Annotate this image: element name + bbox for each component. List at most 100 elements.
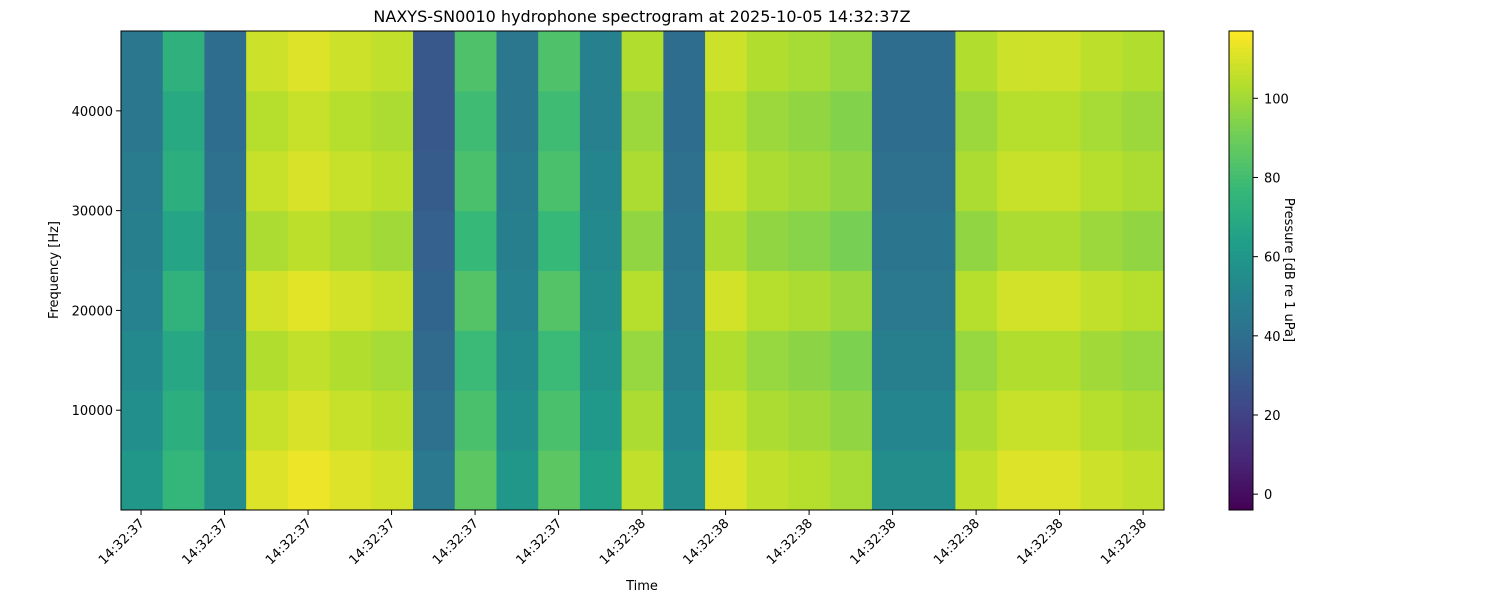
heatmap-cell [121, 31, 164, 92]
colorbar-frame [1228, 30, 1254, 511]
x-tick-label: 14:32:37 [179, 516, 231, 568]
heatmap-cell [287, 450, 331, 511]
heatmap-cell [1122, 150, 1165, 212]
colorbar-swatch [1229, 206, 1253, 212]
colorbar-swatch [1229, 58, 1253, 64]
heatmap-cell [997, 90, 1040, 152]
colorbar-swatch [1229, 74, 1253, 80]
heatmap-cell [371, 270, 414, 331]
colorbar-swatch [1229, 70, 1253, 76]
colorbar-swatch [1229, 218, 1253, 224]
colorbar-swatch [1229, 298, 1253, 303]
heatmap-cell [705, 31, 748, 92]
heatmap-cell [955, 450, 998, 511]
colorbar-swatch [1229, 202, 1253, 208]
heatmap-cell [1038, 210, 1082, 271]
colorbar-label: Pressure [dB re 1 uPa] [1281, 198, 1296, 342]
heatmap-cell [746, 450, 790, 511]
colorbar-swatch [1229, 506, 1253, 511]
colorbar-swatch [1229, 486, 1253, 491]
heatmap-cell [579, 270, 623, 331]
heatmap-cell [746, 330, 790, 391]
colorbar-swatch [1229, 262, 1253, 268]
colorbar-swatch [1229, 394, 1253, 399]
colorbar-swatch [1229, 274, 1253, 279]
x-tick-label: 14:32:37 [96, 516, 148, 568]
colorbar-swatch [1229, 174, 1253, 180]
colorbar-swatch [1229, 310, 1253, 315]
heatmap-cell [997, 210, 1040, 271]
heatmap-cell [663, 150, 706, 212]
heatmap-cell [830, 450, 873, 511]
colorbar-swatch [1229, 106, 1253, 112]
colorbar-swatch [1229, 158, 1253, 164]
colorbar-swatch [1229, 66, 1253, 72]
colorbar-swatch [1229, 302, 1253, 307]
heatmap-cell [871, 150, 915, 212]
colorbar-swatch [1229, 178, 1253, 184]
heatmap-cell [1122, 270, 1165, 331]
colorbar-swatch [1229, 150, 1253, 156]
heatmap-cell [246, 330, 289, 391]
heatmap-cell [1122, 31, 1165, 92]
colorbar-swatch [1229, 154, 1253, 160]
colorbar-swatch [1229, 374, 1253, 379]
heatmap-cell [830, 270, 873, 331]
colorbar-swatch [1229, 282, 1253, 287]
heatmap-cell [454, 31, 497, 92]
colorbar-tick-label: 100 [1264, 92, 1289, 107]
colorbar-swatch [1229, 286, 1253, 291]
heatmap-cell [496, 270, 539, 331]
heatmap-cell [746, 31, 790, 92]
colorbar-swatch [1229, 322, 1253, 327]
colorbar-swatch [1229, 182, 1253, 188]
colorbar-swatch [1229, 370, 1253, 375]
heatmap-cell [329, 270, 372, 331]
heatmap-cell [538, 270, 581, 331]
heatmap-cell [204, 90, 247, 152]
heatmap-cell [121, 210, 164, 271]
colorbar-swatch [1229, 38, 1253, 44]
heatmap-cell [287, 210, 331, 271]
colorbar-tick-label: 60 [1264, 251, 1281, 266]
heatmap-cell [830, 150, 873, 212]
colorbar-swatch [1229, 86, 1253, 92]
x-tick-label: 14:32:38 [764, 516, 816, 568]
colorbar-swatch [1229, 82, 1253, 88]
heatmap-cell [329, 390, 372, 451]
heatmap-cell [871, 90, 915, 152]
heatmap-cell [830, 210, 873, 271]
heatmap-cell [746, 210, 790, 271]
colorbar-swatch [1229, 110, 1253, 116]
heatmap-cell [913, 270, 956, 331]
heatmap-cell [1122, 330, 1165, 391]
heatmap-cell [871, 450, 915, 511]
heatmap-cell [496, 90, 539, 152]
heatmap-cell [788, 90, 831, 152]
heatmap-cell [204, 210, 247, 271]
colorbar-swatch [1229, 138, 1253, 144]
heatmap-cell [413, 330, 456, 391]
colorbar-swatch [1229, 294, 1253, 299]
heatmap-cell [371, 150, 414, 212]
y-axis-label: Frequency [Hz] [47, 221, 62, 319]
x-tick-label: 14:32:38 [597, 516, 649, 568]
heatmap-cell [913, 450, 956, 511]
y-tick-label: 40000 [72, 105, 113, 120]
heatmap-cell [1038, 90, 1082, 152]
heatmap-cell [162, 330, 205, 391]
heatmap-cell [413, 31, 456, 92]
heatmap-cell [621, 330, 664, 391]
heatmap-cell [913, 330, 956, 391]
heatmap-cell [538, 390, 581, 451]
heatmap-cell [1080, 330, 1123, 391]
colorbar-swatch [1229, 378, 1253, 383]
colorbar-swatch [1229, 386, 1253, 391]
colorbar-swatch [1229, 490, 1253, 495]
heatmap-cell [955, 210, 998, 271]
colorbar-swatch [1229, 146, 1253, 152]
heatmap-cell [788, 31, 831, 92]
heatmap-cell [955, 270, 998, 331]
colorbar-swatch [1229, 478, 1253, 483]
heatmap-cell [955, 390, 998, 451]
